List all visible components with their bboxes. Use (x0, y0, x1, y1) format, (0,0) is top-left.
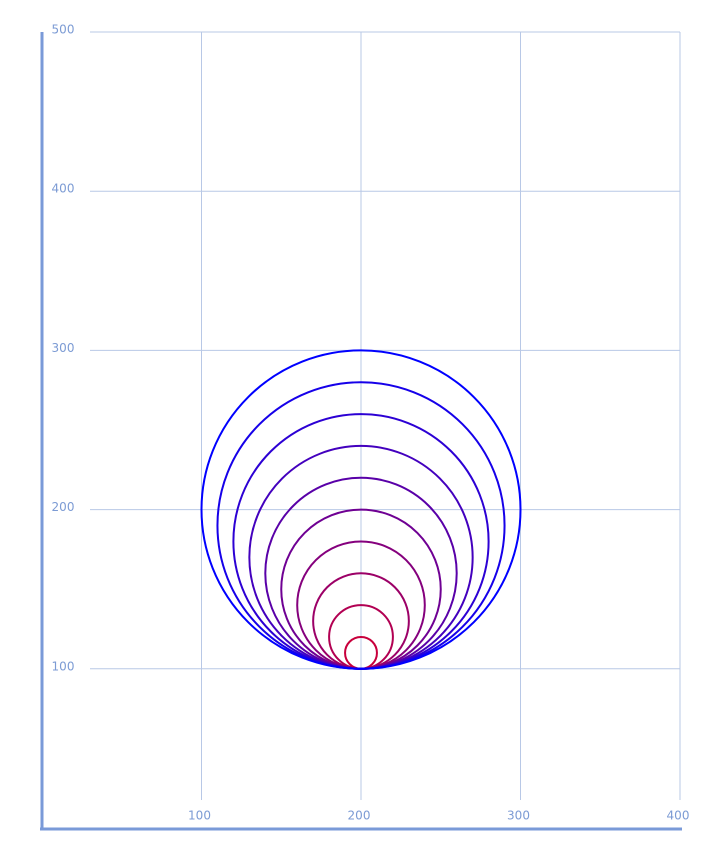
y-tick-label: 300 (52, 341, 75, 355)
y-tick-label: 500 (52, 23, 75, 37)
y-tick-label: 200 (52, 500, 75, 514)
x-tick-label: 200 (348, 809, 371, 823)
y-tick-label: 400 (52, 182, 75, 196)
x-tick-label: 100 (188, 809, 211, 823)
y-tick-label: 100 (52, 659, 75, 673)
circle (200, 349, 522, 670)
x-tick-label: 300 (507, 809, 530, 823)
x-tick-label: 400 (667, 809, 690, 823)
